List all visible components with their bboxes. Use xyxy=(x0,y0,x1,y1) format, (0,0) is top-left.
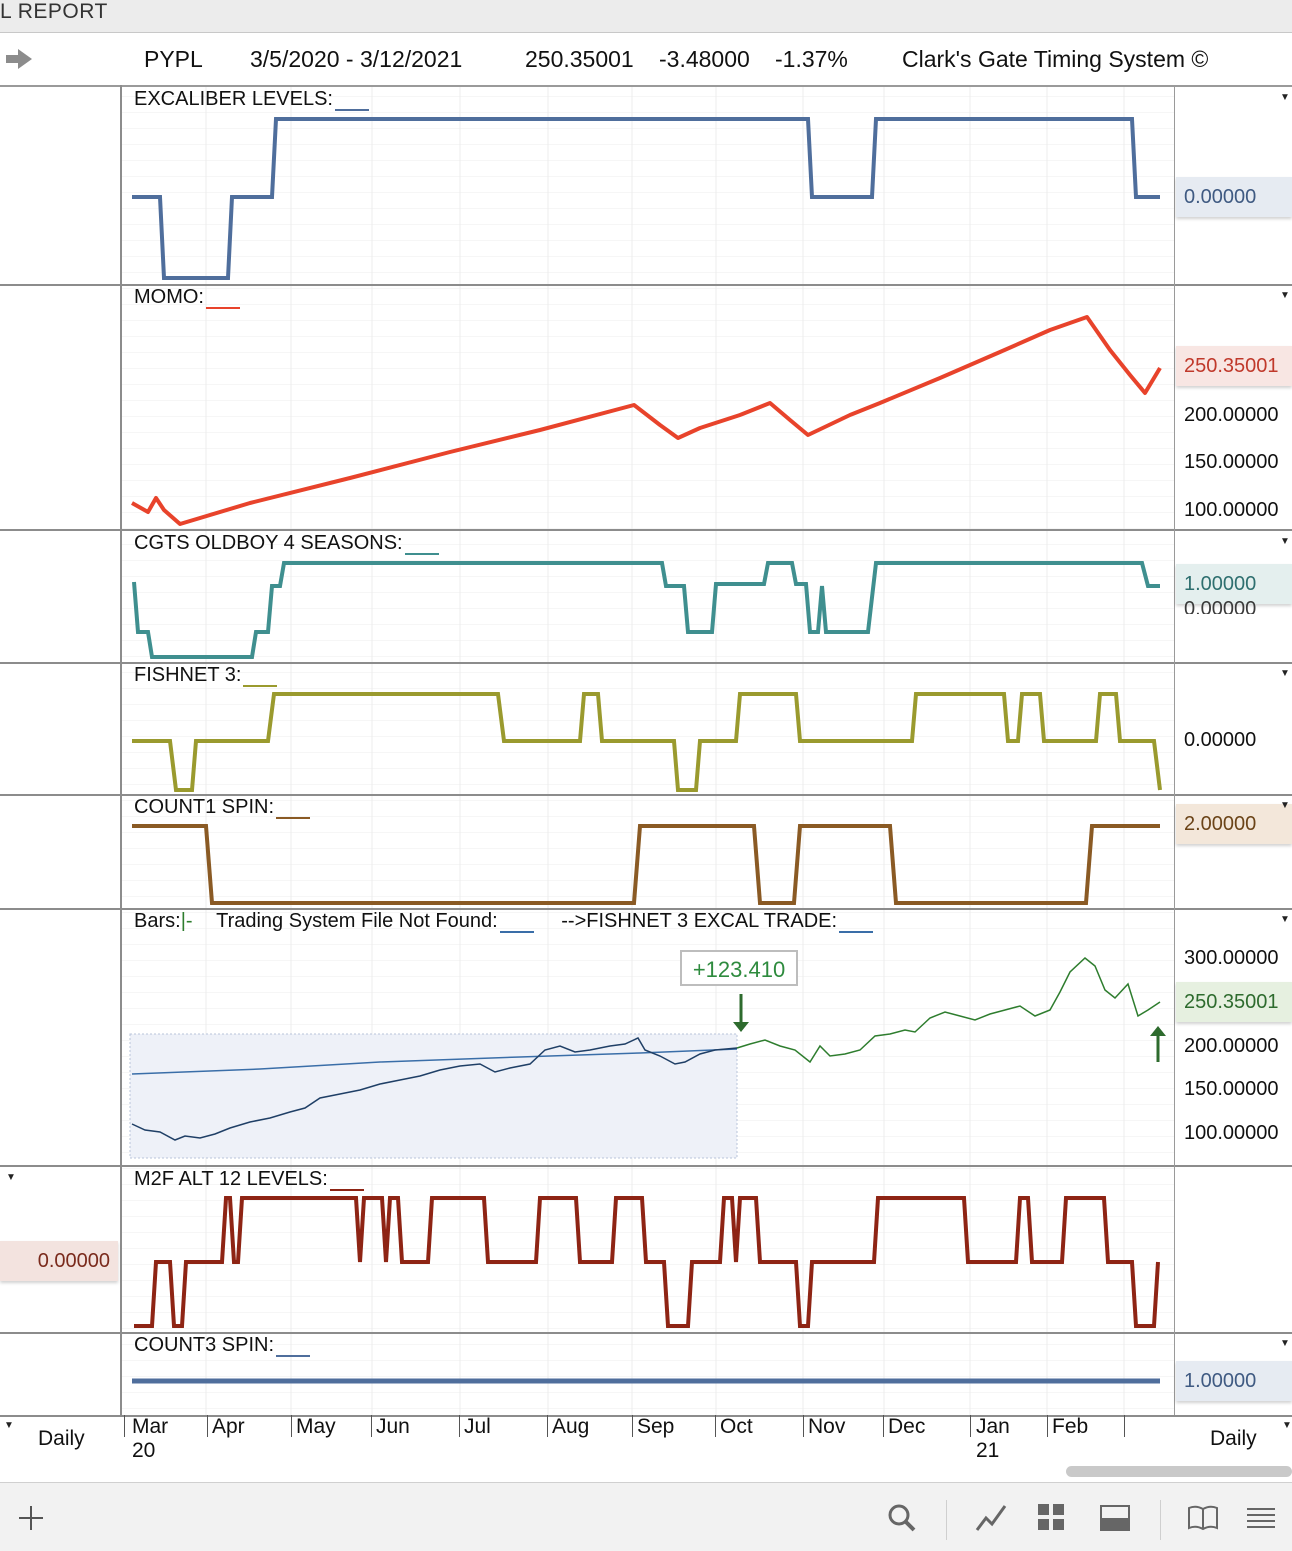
collapse-icon[interactable]: ▼ xyxy=(1280,92,1290,103)
panel-label-bars: Bars:|- Trading System File Not Found: -… xyxy=(134,910,874,933)
book-icon[interactable] xyxy=(1186,1500,1220,1534)
period-selector-right[interactable]: Daily xyxy=(1210,1427,1257,1450)
oldboy-value-badge: 1.00000 xyxy=(1176,564,1292,604)
collapse-icon[interactable]: ▼ xyxy=(4,1420,14,1431)
collapse-icon[interactable]: ▼ xyxy=(1280,914,1290,925)
oldboy-axis-label: 0.00000 xyxy=(1184,598,1257,614)
bars-price-forward xyxy=(736,957,1161,1064)
backtest-region xyxy=(129,1033,738,1159)
panel-label-fishnet: FISHNET 3: xyxy=(134,664,278,687)
month-label: Jul xyxy=(464,1415,491,1438)
bottom-toolbar xyxy=(0,1482,1292,1551)
panel-icon[interactable] xyxy=(1098,1500,1132,1534)
month-label: Dec xyxy=(888,1415,926,1438)
period-selector-left[interactable]: Daily xyxy=(38,1427,85,1450)
date-range: 3/5/2020 - 3/12/2021 xyxy=(250,46,463,72)
momo-value-badge: 250.35001 xyxy=(1176,346,1292,386)
panel-label-momo: MOMO: xyxy=(134,286,240,309)
price-change-pct: -1.37% xyxy=(775,46,848,72)
collapse-icon[interactable]: ▼ xyxy=(1280,1338,1290,1349)
momo-axis-label: 150.00000 xyxy=(1184,451,1279,473)
m2f-value-badge: 0.00000 xyxy=(0,1241,118,1281)
month-label: Feb xyxy=(1052,1415,1089,1438)
momo-axis-label: 200.00000 xyxy=(1184,404,1279,426)
month-label: Jun xyxy=(376,1415,410,1438)
momo-axis-label: 100.00000 xyxy=(1184,499,1279,521)
count1-series xyxy=(132,824,1160,905)
excaliber-value-badge: 0.00000 xyxy=(1176,177,1292,217)
year-label: 21 xyxy=(976,1439,1000,1462)
momo-series xyxy=(131,315,1162,526)
panel-label-excaliber: EXCALIBER LEVELS: xyxy=(134,88,369,111)
month-label: Apr xyxy=(212,1415,245,1438)
collapse-icon[interactable]: ▼ xyxy=(1280,668,1290,679)
system-name: Clark's Gate Timing System © xyxy=(902,46,1209,72)
grid-icon[interactable] xyxy=(1034,1500,1068,1534)
year-label: 20 xyxy=(132,1439,156,1462)
window-titlebar: L REPORT xyxy=(0,0,1292,33)
month-label: Nov xyxy=(808,1415,846,1438)
bars-axis-label: 300.00000 xyxy=(1184,947,1279,969)
month-label: Jan xyxy=(976,1415,1010,1438)
gridlines xyxy=(122,87,1174,1415)
menu-icon[interactable] xyxy=(1244,1500,1278,1534)
window-title: L REPORT xyxy=(0,0,108,23)
entry-arrow xyxy=(733,994,749,1032)
collapse-icon[interactable]: ▼ xyxy=(1280,536,1290,547)
line-chart-icon[interactable] xyxy=(974,1500,1008,1534)
bars-axis-label: 150.00000 xyxy=(1184,1078,1279,1100)
month-label: Aug xyxy=(552,1415,590,1438)
count1-value-badge: 2.00000 xyxy=(1176,804,1292,844)
bars-price-backtest xyxy=(131,1037,738,1141)
month-label: Oct xyxy=(720,1415,753,1438)
collapse-icon[interactable]: ▼ xyxy=(6,1172,16,1183)
fishnet-series xyxy=(132,692,1162,792)
panel-label-count3: COUNT3 SPIN: xyxy=(134,1334,311,1357)
search-icon[interactable] xyxy=(884,1500,918,1534)
month-label: Mar xyxy=(132,1415,169,1438)
bars-axis-label: 100.00000 xyxy=(1184,1122,1279,1144)
collapse-icon[interactable]: ▼ xyxy=(1280,800,1290,811)
collapse-icon[interactable]: ▼ xyxy=(1280,290,1290,301)
collapse-icon[interactable]: ▼ xyxy=(1282,1420,1292,1431)
bars-backtest-trend xyxy=(131,1048,738,1075)
quote-header: PYPL 3/5/2020 - 3/12/2021 250.35001 -3.4… xyxy=(0,33,1292,87)
month-label: May xyxy=(296,1415,336,1438)
timeline-axis xyxy=(0,1415,1292,1462)
trade-profit-label: +123.410 xyxy=(680,950,798,986)
price-change: -3.48000 xyxy=(659,46,750,72)
add-icon[interactable] xyxy=(14,1500,48,1534)
m2f-series xyxy=(134,1196,1160,1328)
horizontal-scrollbar[interactable] xyxy=(1066,1466,1292,1477)
excaliber-series xyxy=(132,117,1160,280)
symbol[interactable]: PYPL xyxy=(144,46,203,72)
bars-axis-label: 200.00000 xyxy=(1184,1035,1279,1057)
bars-value-badge: 250.35001 xyxy=(1176,982,1292,1022)
month-label: Sep xyxy=(637,1415,675,1438)
last-price: 250.35001 xyxy=(525,46,634,72)
panel-label-oldboy: CGTS OLDBOY 4 SEASONS: xyxy=(134,532,439,555)
panel-label-m2f: M2F ALT 12 LEVELS: xyxy=(134,1168,364,1191)
panel-label-count1: COUNT1 SPIN: xyxy=(134,796,311,819)
arrow-right-icon[interactable] xyxy=(4,47,34,71)
oldboy-series xyxy=(132,561,1160,659)
exit-arrow xyxy=(1150,1026,1166,1062)
fishnet-value-badge: 0.00000 xyxy=(1176,720,1292,760)
count3-value-badge: 1.00000 xyxy=(1176,1361,1292,1401)
